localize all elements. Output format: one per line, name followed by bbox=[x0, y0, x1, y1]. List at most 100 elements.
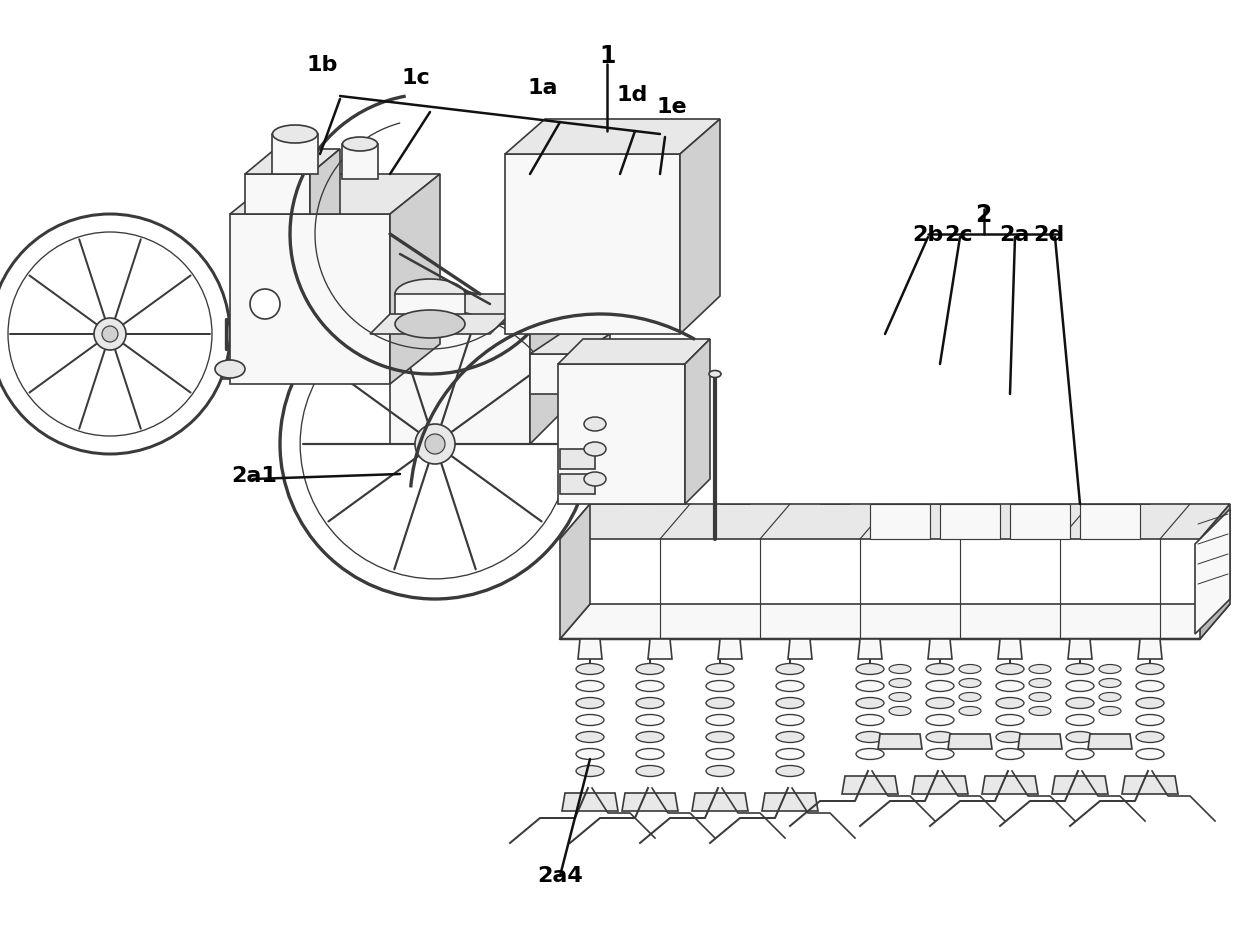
Polygon shape bbox=[1068, 639, 1092, 659]
Circle shape bbox=[0, 214, 229, 454]
Polygon shape bbox=[229, 214, 391, 384]
Text: 2d: 2d bbox=[1033, 225, 1065, 246]
Ellipse shape bbox=[1066, 731, 1094, 743]
Ellipse shape bbox=[776, 681, 804, 691]
Ellipse shape bbox=[342, 159, 377, 174]
Polygon shape bbox=[842, 776, 898, 794]
Ellipse shape bbox=[776, 715, 804, 726]
Text: 1: 1 bbox=[599, 44, 616, 68]
Ellipse shape bbox=[1099, 692, 1121, 701]
Ellipse shape bbox=[273, 125, 317, 143]
Polygon shape bbox=[684, 339, 711, 504]
Ellipse shape bbox=[889, 692, 911, 701]
Circle shape bbox=[280, 289, 590, 599]
Ellipse shape bbox=[1066, 663, 1094, 674]
Polygon shape bbox=[391, 174, 440, 384]
Ellipse shape bbox=[577, 663, 604, 674]
Ellipse shape bbox=[636, 766, 663, 776]
Ellipse shape bbox=[1029, 706, 1052, 715]
Polygon shape bbox=[560, 604, 1230, 639]
Ellipse shape bbox=[636, 681, 663, 691]
Text: 1d: 1d bbox=[616, 85, 649, 106]
Ellipse shape bbox=[342, 137, 377, 151]
Polygon shape bbox=[370, 314, 510, 334]
Ellipse shape bbox=[856, 748, 884, 759]
Ellipse shape bbox=[889, 706, 911, 715]
Ellipse shape bbox=[776, 731, 804, 743]
Polygon shape bbox=[529, 354, 580, 394]
Ellipse shape bbox=[776, 663, 804, 674]
Ellipse shape bbox=[1029, 664, 1052, 673]
Ellipse shape bbox=[273, 147, 317, 167]
Ellipse shape bbox=[776, 766, 804, 776]
Polygon shape bbox=[680, 119, 720, 334]
Ellipse shape bbox=[584, 472, 606, 486]
Polygon shape bbox=[562, 793, 618, 811]
Polygon shape bbox=[858, 639, 882, 659]
Ellipse shape bbox=[926, 731, 954, 743]
Ellipse shape bbox=[706, 663, 734, 674]
Ellipse shape bbox=[1066, 681, 1094, 691]
Ellipse shape bbox=[396, 310, 465, 338]
Polygon shape bbox=[692, 793, 748, 811]
Text: 1b: 1b bbox=[306, 55, 339, 76]
Ellipse shape bbox=[926, 663, 954, 674]
Ellipse shape bbox=[1099, 664, 1121, 673]
Polygon shape bbox=[310, 149, 340, 214]
Ellipse shape bbox=[577, 715, 604, 726]
Polygon shape bbox=[940, 504, 999, 539]
Ellipse shape bbox=[706, 748, 734, 759]
Circle shape bbox=[415, 424, 455, 464]
Circle shape bbox=[250, 289, 280, 319]
Text: 1a: 1a bbox=[528, 78, 558, 98]
Ellipse shape bbox=[926, 715, 954, 726]
Ellipse shape bbox=[706, 698, 734, 709]
Polygon shape bbox=[529, 334, 610, 354]
Polygon shape bbox=[870, 504, 930, 539]
Ellipse shape bbox=[1029, 678, 1052, 687]
Text: 1e: 1e bbox=[657, 97, 687, 118]
Ellipse shape bbox=[584, 417, 606, 431]
Polygon shape bbox=[1018, 734, 1061, 749]
Ellipse shape bbox=[959, 678, 981, 687]
Polygon shape bbox=[1011, 504, 1070, 539]
Ellipse shape bbox=[856, 715, 884, 726]
Polygon shape bbox=[622, 793, 678, 811]
Circle shape bbox=[102, 326, 118, 342]
Ellipse shape bbox=[776, 698, 804, 709]
Polygon shape bbox=[982, 776, 1038, 794]
Ellipse shape bbox=[959, 706, 981, 715]
Polygon shape bbox=[1200, 504, 1230, 639]
Ellipse shape bbox=[706, 766, 734, 776]
Polygon shape bbox=[560, 504, 590, 639]
Ellipse shape bbox=[996, 715, 1024, 726]
Polygon shape bbox=[649, 639, 672, 659]
Ellipse shape bbox=[1136, 663, 1164, 674]
Text: 2b: 2b bbox=[911, 225, 944, 246]
Polygon shape bbox=[246, 174, 310, 214]
Polygon shape bbox=[342, 144, 378, 179]
Ellipse shape bbox=[706, 681, 734, 691]
Polygon shape bbox=[763, 793, 818, 811]
Ellipse shape bbox=[889, 678, 911, 687]
Polygon shape bbox=[1052, 776, 1109, 794]
Polygon shape bbox=[578, 639, 601, 659]
Polygon shape bbox=[580, 334, 610, 394]
Ellipse shape bbox=[996, 698, 1024, 709]
Polygon shape bbox=[396, 294, 465, 324]
Polygon shape bbox=[391, 294, 565, 324]
Text: 2: 2 bbox=[975, 203, 992, 227]
Polygon shape bbox=[1122, 776, 1178, 794]
Ellipse shape bbox=[636, 731, 663, 743]
Polygon shape bbox=[560, 474, 595, 494]
Ellipse shape bbox=[996, 681, 1024, 691]
Ellipse shape bbox=[856, 681, 884, 691]
Circle shape bbox=[425, 434, 445, 454]
Polygon shape bbox=[529, 294, 565, 444]
Ellipse shape bbox=[1066, 715, 1094, 726]
Polygon shape bbox=[246, 149, 340, 174]
Ellipse shape bbox=[636, 748, 663, 759]
Polygon shape bbox=[560, 504, 1230, 539]
Ellipse shape bbox=[1029, 692, 1052, 701]
Polygon shape bbox=[787, 639, 812, 659]
